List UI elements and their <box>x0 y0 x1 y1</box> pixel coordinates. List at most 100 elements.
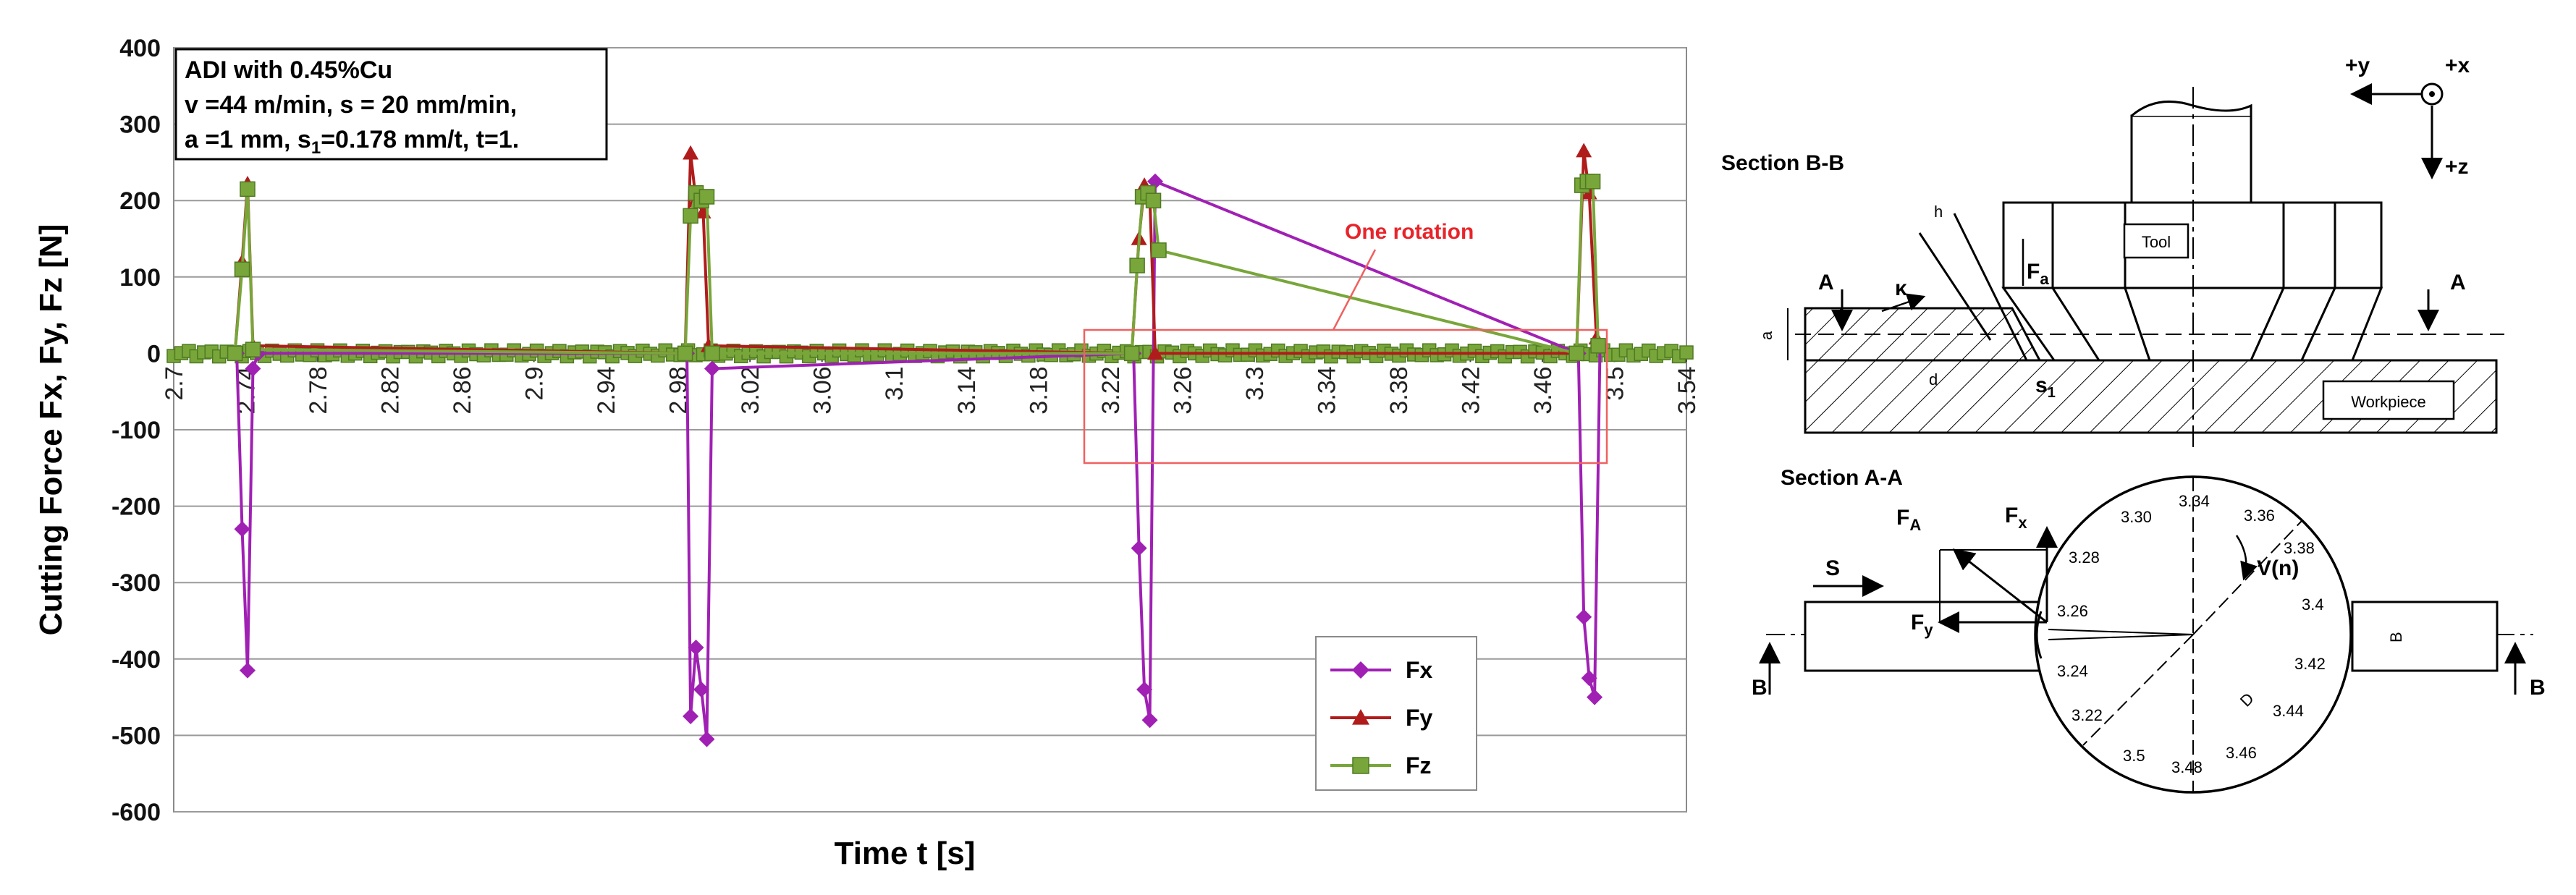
section-aa: D FA Fx Fy S V(n) B B B 3.34 3.36 3.38 3… <box>1752 475 2546 794</box>
y-tick-label: 100 <box>119 264 161 292</box>
data-point <box>683 208 698 224</box>
x-tick-label: 3.1 <box>881 366 908 400</box>
data-point <box>1352 661 1369 679</box>
y-tick-label: -100 <box>111 417 161 444</box>
x-tick-label: 3.02 <box>737 366 764 414</box>
rim-label: 3.5 <box>2123 747 2145 765</box>
y-tick-label: -400 <box>111 646 161 674</box>
rim-label: 3.48 <box>2171 758 2203 776</box>
section-a-right: A <box>2450 271 2466 294</box>
data-point <box>234 261 250 277</box>
data-point <box>240 662 256 679</box>
x-tick-label: 3.14 <box>953 366 981 414</box>
rim-label: 3.24 <box>2057 662 2088 680</box>
data-point <box>234 521 250 538</box>
a-label: a <box>1757 331 1775 340</box>
data-point <box>1352 709 1369 725</box>
data-point <box>1136 682 1153 698</box>
rim-label: 3.44 <box>2273 702 2304 720</box>
data-point <box>1587 689 1603 705</box>
coordinate-axes: +y +x +z <box>2345 54 2470 179</box>
rim-label: 3.4 <box>2302 595 2324 614</box>
x-tick-label: 2.82 <box>377 366 405 414</box>
x-tick-label: 3.26 <box>1169 366 1196 414</box>
y-tick-label: 400 <box>119 35 161 62</box>
force-fa-label: FA <box>1896 506 1921 534</box>
data-point <box>1581 670 1597 687</box>
data-point <box>698 731 715 747</box>
legend-label: Fz <box>1406 752 1432 779</box>
workpiece-left-bar <box>1804 601 2045 672</box>
data-point <box>683 145 699 160</box>
legend: Fx Fy Fz <box>1330 657 1433 779</box>
rim-label: 3.26 <box>2057 602 2088 620</box>
x-tick-label: 3.38 <box>1385 366 1413 414</box>
x-tick-label: 3.18 <box>1025 366 1052 414</box>
data-point <box>704 360 720 377</box>
x-tick-label: 2.78 <box>305 366 332 414</box>
data-point <box>245 360 261 377</box>
one-rotation-box <box>1083 328 1608 465</box>
x-tick-label: 2.9 <box>521 366 549 400</box>
x-tick-label: 3.54 <box>1673 366 1701 414</box>
data-point <box>1679 345 1694 360</box>
s1-label: s1 <box>2035 373 2056 401</box>
data-point <box>1584 174 1601 190</box>
data-point <box>1576 608 1592 625</box>
one-rotation-leader <box>1332 249 1377 331</box>
workpiece-right-bar <box>2351 601 2499 672</box>
data-point <box>1576 143 1592 158</box>
fa-label: Fa <box>2027 260 2049 288</box>
data-point <box>1590 338 1606 354</box>
info-material: ADI with 0.45%Cu <box>185 56 392 84</box>
data-point <box>1147 345 1164 360</box>
x-tick-label: 3.06 <box>809 366 837 414</box>
x-tick-label: 2.7 <box>161 366 188 400</box>
x-tick-label: 3.46 <box>1529 366 1557 414</box>
data-point <box>1129 258 1145 273</box>
info-depth: a =1 mm, s1=0.178 mm/t, t=1. <box>185 126 519 158</box>
y-axis-title: Cutting Force Fx, Fy, Fz [N] <box>33 224 69 636</box>
h-label: h <box>1934 203 1943 221</box>
rim-label: 3.22 <box>2072 706 2103 724</box>
y-tick-label: -300 <box>111 569 161 597</box>
workpiece-label: Workpiece <box>2351 393 2426 411</box>
one-rotation-label: One rotation <box>1345 220 1474 244</box>
data-point <box>1568 345 1584 362</box>
data-point <box>683 708 699 724</box>
y-tick-label: -500 <box>111 722 161 750</box>
rim-label: 3.36 <box>2244 506 2275 525</box>
tool-shaft <box>2130 114 2252 204</box>
rim-label: 3.34 <box>2179 492 2210 510</box>
y-tick-label: 300 <box>119 111 161 139</box>
y-tick-label: -600 <box>111 799 161 826</box>
data-point <box>1123 345 1140 362</box>
rim-label: 3.38 <box>2284 539 2315 557</box>
x-axis-title: Time t [s] <box>835 836 976 871</box>
data-point <box>698 189 715 205</box>
data-point <box>1141 712 1158 729</box>
tool-label-box <box>2123 223 2189 259</box>
series-layer <box>166 143 1694 747</box>
section-bb: Workpiece Tool κ h d Fa s1 a A <box>1757 87 2504 449</box>
rim-label: 3.42 <box>2294 655 2326 673</box>
rim-label: 3.30 <box>2121 508 2152 526</box>
rim-label: 3.46 <box>2226 744 2257 762</box>
data-point <box>693 682 710 698</box>
b-dim-label: B <box>2387 632 2405 642</box>
x-tick-labels: 2.7 2.74 2.78 2.82 2.86 2.9 2.94 2.98 3.02 3.06 3.… <box>161 353 1701 415</box>
force-fx-label: Fx <box>2005 504 2027 532</box>
x-tick-label: 2.86 <box>449 366 476 414</box>
x-tick-label: 3.42 <box>1457 366 1485 414</box>
axis-label-x: +x <box>2445 54 2470 77</box>
info-speed: v =44 m/min, s = 20 mm/min, <box>185 91 517 119</box>
x-tick-label: 3.34 <box>1313 366 1340 414</box>
workpiece-label-box <box>2322 380 2455 420</box>
y-tick-label: 0 <box>147 340 161 368</box>
y-tick-label: -200 <box>111 493 161 521</box>
force-fy-label: Fy <box>1911 611 1933 639</box>
data-point <box>1131 540 1147 556</box>
axis-label-z: +z <box>2445 155 2469 179</box>
